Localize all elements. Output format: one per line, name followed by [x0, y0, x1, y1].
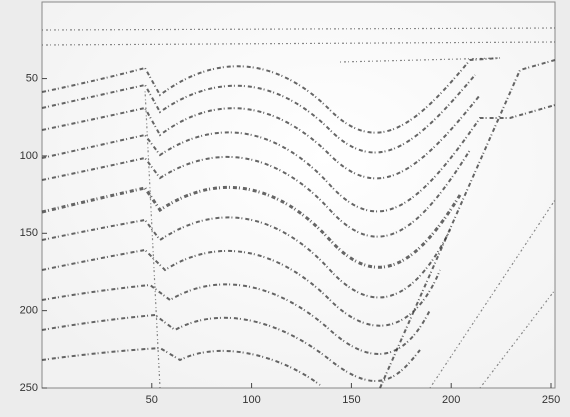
x-tick-label: 250 [542, 394, 560, 406]
x-tick-label: 200 [442, 394, 460, 406]
x-tick-label: 100 [242, 394, 260, 406]
y-tick-label: 250 [20, 382, 38, 394]
y-tick-label: 50 [26, 72, 38, 84]
y-tick-label: 100 [20, 150, 38, 162]
y-tick-label: 200 [20, 305, 38, 317]
plot-area [42, 2, 555, 388]
x-tick-label: 150 [342, 394, 360, 406]
chart: 50 100 150 200 250 50 100 150 200 250 [0, 0, 570, 417]
x-tick-label: 50 [146, 394, 158, 406]
y-tick-label: 150 [20, 227, 38, 239]
